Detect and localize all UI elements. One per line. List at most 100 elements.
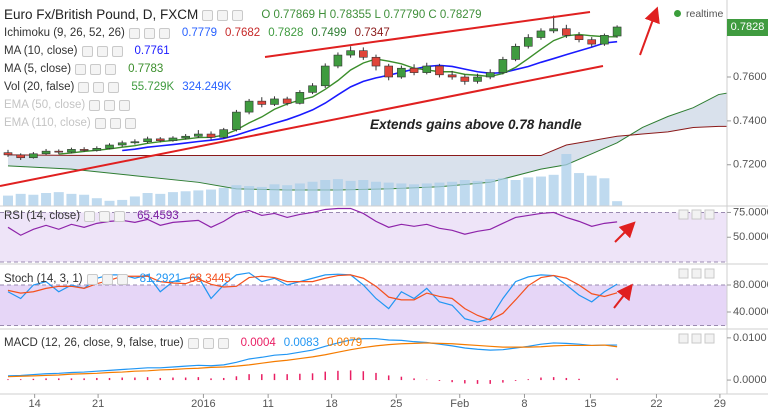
candle-body xyxy=(574,35,584,41)
legend-button[interactable] xyxy=(116,273,128,285)
series-line xyxy=(7,342,618,378)
y-tick-label: 0.0100 xyxy=(733,332,767,344)
pane-button[interactable] xyxy=(704,209,715,220)
legend-value: 0.0083 xyxy=(283,337,319,349)
series-line xyxy=(7,338,618,377)
volume-bar xyxy=(167,192,178,206)
volume-bar xyxy=(548,174,559,206)
legend-button[interactable] xyxy=(105,63,117,75)
legend-button[interactable] xyxy=(108,81,120,93)
volume-bar xyxy=(612,201,623,206)
legend-button[interactable] xyxy=(111,45,123,57)
candle-body xyxy=(295,92,305,104)
volume-bar xyxy=(370,181,381,206)
volume-bar xyxy=(117,199,128,206)
y-tick-label: 80.0000 xyxy=(733,279,768,291)
legend-button[interactable] xyxy=(96,45,108,57)
candle-body xyxy=(155,138,165,141)
legend-button[interactable] xyxy=(128,27,140,39)
legend-button[interactable] xyxy=(75,63,87,75)
legend-button[interactable] xyxy=(94,117,106,129)
legend-button[interactable] xyxy=(114,210,126,222)
legend-button[interactable] xyxy=(158,27,170,39)
legend-button[interactable] xyxy=(99,210,111,222)
legend-button[interactable] xyxy=(81,45,93,57)
volume-bar xyxy=(91,198,102,206)
legend-button[interactable] xyxy=(202,337,214,349)
legend-button[interactable] xyxy=(89,99,101,111)
indicator-name: Ichimoku (9, 26, 52, 26) xyxy=(4,27,125,39)
legend-button[interactable] xyxy=(86,273,98,285)
legend-row: Euro Fx/British Pound, D, FXCM O 0.77869 … xyxy=(4,6,481,24)
pane-button[interactable] xyxy=(704,333,715,344)
volume-bar xyxy=(561,154,572,206)
indicator-name: MA (5, close) xyxy=(4,63,72,75)
legend-button[interactable] xyxy=(101,273,113,285)
x-tick-label: Feb xyxy=(450,398,469,410)
legend-button[interactable] xyxy=(93,81,105,93)
legend-button[interactable] xyxy=(217,9,229,21)
volume-bar xyxy=(256,186,267,206)
ohlc-values: O 0.77869 H 0.78355 L 0.77790 C 0.78279 xyxy=(261,9,482,21)
candle-body xyxy=(485,72,495,78)
legend-value: 81.2921 xyxy=(139,273,182,285)
legend-row: RSI (14, close) 65.4593 xyxy=(4,207,179,225)
trend-line xyxy=(264,11,591,58)
legend-button[interactable] xyxy=(84,210,96,222)
pane-button[interactable] xyxy=(691,209,702,220)
candle-body xyxy=(79,149,89,151)
plot-layers xyxy=(0,15,727,384)
volume-bar xyxy=(218,187,229,206)
candle-body xyxy=(346,50,355,56)
volume-bar xyxy=(332,179,343,206)
x-tick-label: 8 xyxy=(521,398,527,410)
ma10-line xyxy=(122,40,618,152)
legend-button[interactable] xyxy=(78,81,90,93)
pane-button[interactable] xyxy=(704,268,715,279)
candle-body xyxy=(435,65,444,76)
candle-body xyxy=(511,45,520,60)
pane-title: MACD (12, 26, close, 9, false, true) xyxy=(4,337,184,349)
candle-body xyxy=(587,39,597,45)
legend-button[interactable] xyxy=(232,9,244,21)
candle-body xyxy=(422,65,432,73)
indicator-row: EMA (50, close) xyxy=(4,96,481,114)
indicator-name: EMA (110, close) xyxy=(4,117,91,129)
pane xyxy=(7,338,618,384)
x-tick-label: 22 xyxy=(650,398,662,410)
ma5-line xyxy=(58,33,618,155)
indicator-name: EMA (50, close) xyxy=(4,99,86,111)
legend-button[interactable] xyxy=(187,337,199,349)
pane-button[interactable] xyxy=(691,333,702,344)
legend-button[interactable] xyxy=(124,117,136,129)
y-tick-label: 40.0000 xyxy=(733,306,768,318)
pane-button[interactable] xyxy=(678,268,689,279)
candle-body xyxy=(498,59,508,73)
indicator-value: 0.7828 xyxy=(268,27,304,39)
pane-button[interactable] xyxy=(678,209,689,220)
legend-button[interactable] xyxy=(104,99,116,111)
candle-body xyxy=(600,35,609,45)
legend-button[interactable] xyxy=(202,9,214,21)
indicator-value: 0.7779 xyxy=(181,27,217,39)
pane-button[interactable] xyxy=(691,268,702,279)
legend-button[interactable] xyxy=(217,337,229,349)
legend-button[interactable] xyxy=(109,117,121,129)
volume-bar xyxy=(180,191,191,206)
volume-bar xyxy=(472,180,483,206)
x-tick-label: 25 xyxy=(390,398,402,410)
candle-body xyxy=(105,144,114,149)
x-tick-label: 11 xyxy=(262,398,273,410)
candle-body xyxy=(359,50,368,58)
pane-button[interactable] xyxy=(678,333,689,344)
legend-button[interactable] xyxy=(90,63,102,75)
candle-body xyxy=(3,152,13,156)
y-tick-label: 0.7200 xyxy=(733,159,767,171)
volume-bar xyxy=(155,193,166,206)
legend-button[interactable] xyxy=(119,99,131,111)
legend-row: Stoch (14, 3, 1) 81.2921 68.3445 xyxy=(4,270,231,288)
legend-button[interactable] xyxy=(143,27,155,39)
indicator-value: 0.7347 xyxy=(354,27,390,39)
series-line xyxy=(7,207,618,236)
realtime-status[interactable]: realtime xyxy=(674,8,723,20)
